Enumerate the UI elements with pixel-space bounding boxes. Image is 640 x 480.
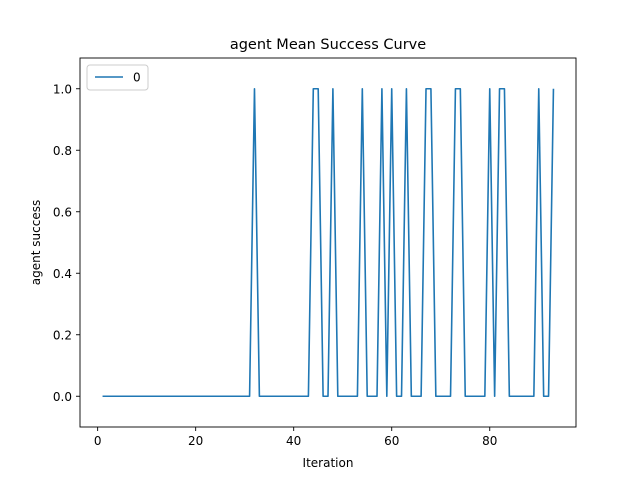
legend: 0 <box>86 64 149 91</box>
axes-frame <box>79 57 577 428</box>
y-tick-label: 0.2 <box>53 328 72 342</box>
y-tick-label: 1.0 <box>53 82 72 96</box>
y-tick-label: 0.4 <box>53 267 72 281</box>
plot-area <box>102 87 555 398</box>
y-tick-label: 0.8 <box>53 144 72 158</box>
x-axis-label: Iteration <box>303 456 354 470</box>
series-line-0 <box>102 87 555 398</box>
legend-label-0: 0 <box>133 71 141 85</box>
x-tick-label: 60 <box>384 434 399 448</box>
y-tick-label: 0.6 <box>53 205 72 219</box>
x-tick-label: 80 <box>482 434 497 448</box>
x-tick-label: 0 <box>94 434 102 448</box>
x-tick-label: 20 <box>188 434 203 448</box>
y-axis-ticks: 0.0 0.2 0.4 0.6 0.8 1.0 <box>53 82 80 404</box>
x-tick-label: 40 <box>286 434 301 448</box>
chart-title: agent Mean Success Curve <box>230 37 426 53</box>
y-tick-label: 0.0 <box>53 390 72 404</box>
y-axis-label: agent success <box>29 200 43 285</box>
x-axis-ticks: 0 20 40 60 80 <box>94 427 497 448</box>
